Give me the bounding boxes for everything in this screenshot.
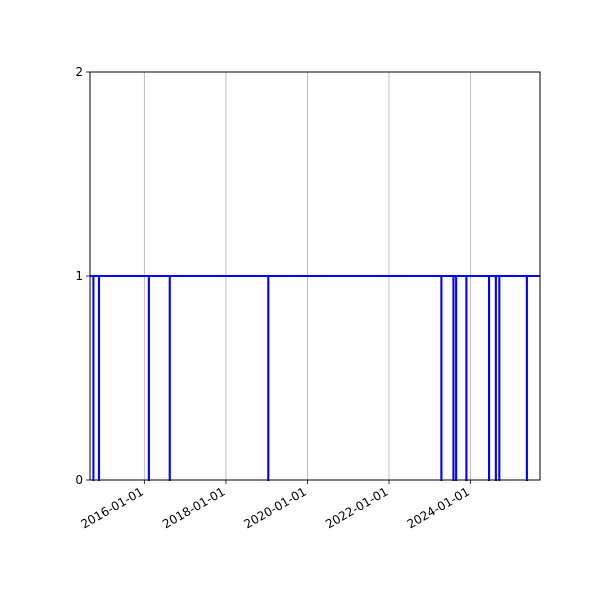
y-axis: 0 1 2 bbox=[75, 65, 90, 487]
y-tick-label: 2 bbox=[75, 65, 83, 79]
y-tick-label: 1 bbox=[75, 269, 83, 283]
y-tick-label: 0 bbox=[75, 473, 83, 487]
